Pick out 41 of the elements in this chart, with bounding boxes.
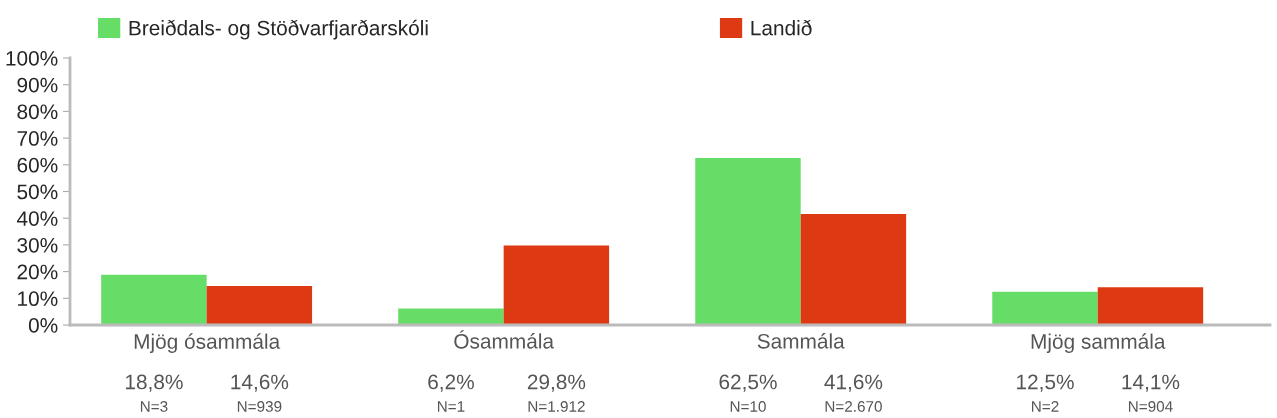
bar: [992, 291, 1098, 325]
text: N=904: [1128, 401, 1173, 412]
y-tick-label: 70%: [17, 131, 58, 146]
x-tick-label: Sammála: [757, 333, 845, 349]
text: N=1: [437, 401, 465, 412]
data-label: 14,1%: [1122, 374, 1180, 392]
x-tick-label: Ósammála: [454, 330, 555, 349]
x-tick-label: Mjög sammála: [1031, 333, 1166, 353]
bar: [1097, 287, 1204, 325]
bar: [206, 286, 313, 325]
y-tick-label: 90%: [17, 77, 58, 93]
y-tick-label: 30%: [17, 237, 58, 253]
data-label: 62,5%: [719, 374, 777, 392]
bar: [101, 274, 207, 325]
data-label: 29,8%: [527, 374, 586, 392]
y-tick-label: 50%: [17, 184, 58, 200]
text: N=10: [730, 401, 766, 412]
y-tick-label: 0%: [28, 318, 58, 333]
legend-label: Landið: [751, 19, 812, 36]
y-tick-label: 60%: [17, 157, 58, 173]
bar: [398, 308, 504, 325]
legend-label: Breiðdals- og Stöðvarfjarðarskóli: [129, 19, 428, 40]
bar: [503, 245, 610, 325]
y-tick-label: 80%: [17, 104, 58, 120]
text: N=2.670: [825, 401, 882, 412]
bar: [800, 213, 907, 325]
data-label: 14,6%: [231, 374, 289, 392]
text: N=3: [140, 401, 168, 412]
data-label: 12,5%: [1017, 374, 1074, 392]
y-tick-label: 100%: [6, 51, 58, 66]
y-tick-label: 10%: [18, 291, 58, 307]
text: N=1.912: [528, 401, 585, 412]
x-tick-label: Mjög ósammála: [134, 333, 281, 353]
data-label: 41,6%: [824, 374, 883, 392]
text: N=939: [237, 401, 282, 412]
data-label: 18,8%: [125, 374, 183, 392]
text: N=2: [1032, 401, 1059, 412]
data-label: 6,2%: [428, 374, 474, 392]
bar: [695, 158, 801, 325]
y-tick-label: 20%: [17, 264, 58, 280]
y-tick-label: 40%: [16, 211, 58, 226]
